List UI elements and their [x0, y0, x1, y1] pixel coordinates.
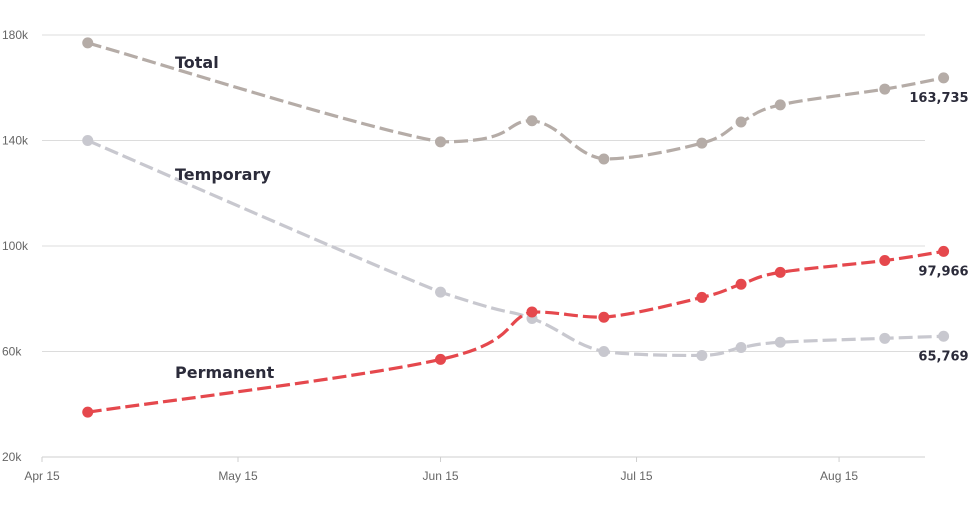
permanent-data-point[interactable] [774, 266, 786, 278]
permanent-series-line [87, 249, 944, 414]
temporary-series-line [87, 139, 944, 358]
x-tick-label: Aug 15 [820, 469, 858, 483]
total-series-label: Total [175, 53, 219, 72]
total-end-value-label: 163,735 [909, 91, 968, 106]
x-tick-label: Jul 15 [621, 469, 653, 483]
y-tick-label: 180k [2, 28, 29, 42]
series-lines [82, 37, 950, 418]
total-data-point[interactable] [435, 136, 447, 148]
permanent-end-value-label: 97,966 [918, 264, 968, 279]
permanent-data-point[interactable] [435, 353, 447, 365]
total-series-line [87, 41, 944, 161]
total-data-point[interactable] [938, 72, 950, 84]
temporary-data-point[interactable] [774, 336, 786, 348]
temporary-data-point[interactable] [879, 332, 891, 344]
temporary-series-label: Temporary [175, 165, 271, 184]
permanent-series-label: Permanent [175, 363, 275, 382]
total-data-point[interactable] [735, 116, 747, 128]
grid [42, 34, 925, 352]
total-data-point[interactable] [879, 83, 891, 95]
temporary-data-point[interactable] [82, 135, 94, 146]
x-tick-label: May 15 [218, 469, 258, 483]
y-tick-label: 60k [2, 345, 22, 359]
total-data-point[interactable] [526, 115, 538, 127]
permanent-data-point[interactable] [696, 291, 708, 303]
temporary-end-value-label: 65,769 [918, 349, 968, 364]
temporary-data-point[interactable] [435, 286, 447, 298]
temporary-data-point[interactable] [598, 346, 610, 357]
total-data-point[interactable] [598, 153, 610, 165]
permanent-data-point[interactable] [879, 255, 891, 267]
total-data-point[interactable] [774, 99, 786, 111]
temporary-data-point[interactable] [735, 342, 747, 354]
permanent-data-point[interactable] [526, 306, 538, 318]
y-tick-label: 20k [2, 450, 22, 464]
axes [41, 456, 925, 462]
permanent-data-point[interactable] [598, 311, 610, 323]
total-data-point[interactable] [696, 137, 708, 149]
permanent-data-point[interactable] [735, 278, 747, 290]
y-tick-label: 100k [2, 239, 29, 253]
x-tick-label: Jun 15 [423, 469, 459, 483]
total-data-point[interactable] [82, 37, 94, 49]
temporary-data-point[interactable] [696, 349, 708, 361]
y-tick-label: 140k [2, 134, 29, 148]
permanent-data-point[interactable] [82, 406, 94, 418]
permanent-data-point[interactable] [938, 245, 950, 257]
x-tick-label: Apr 15 [24, 469, 60, 483]
labels: 20k 60k 100k 140k 180k Apr 15 May 15 Jun 15 Jul … [2, 28, 968, 483]
temporary-data-point[interactable] [938, 330, 950, 342]
